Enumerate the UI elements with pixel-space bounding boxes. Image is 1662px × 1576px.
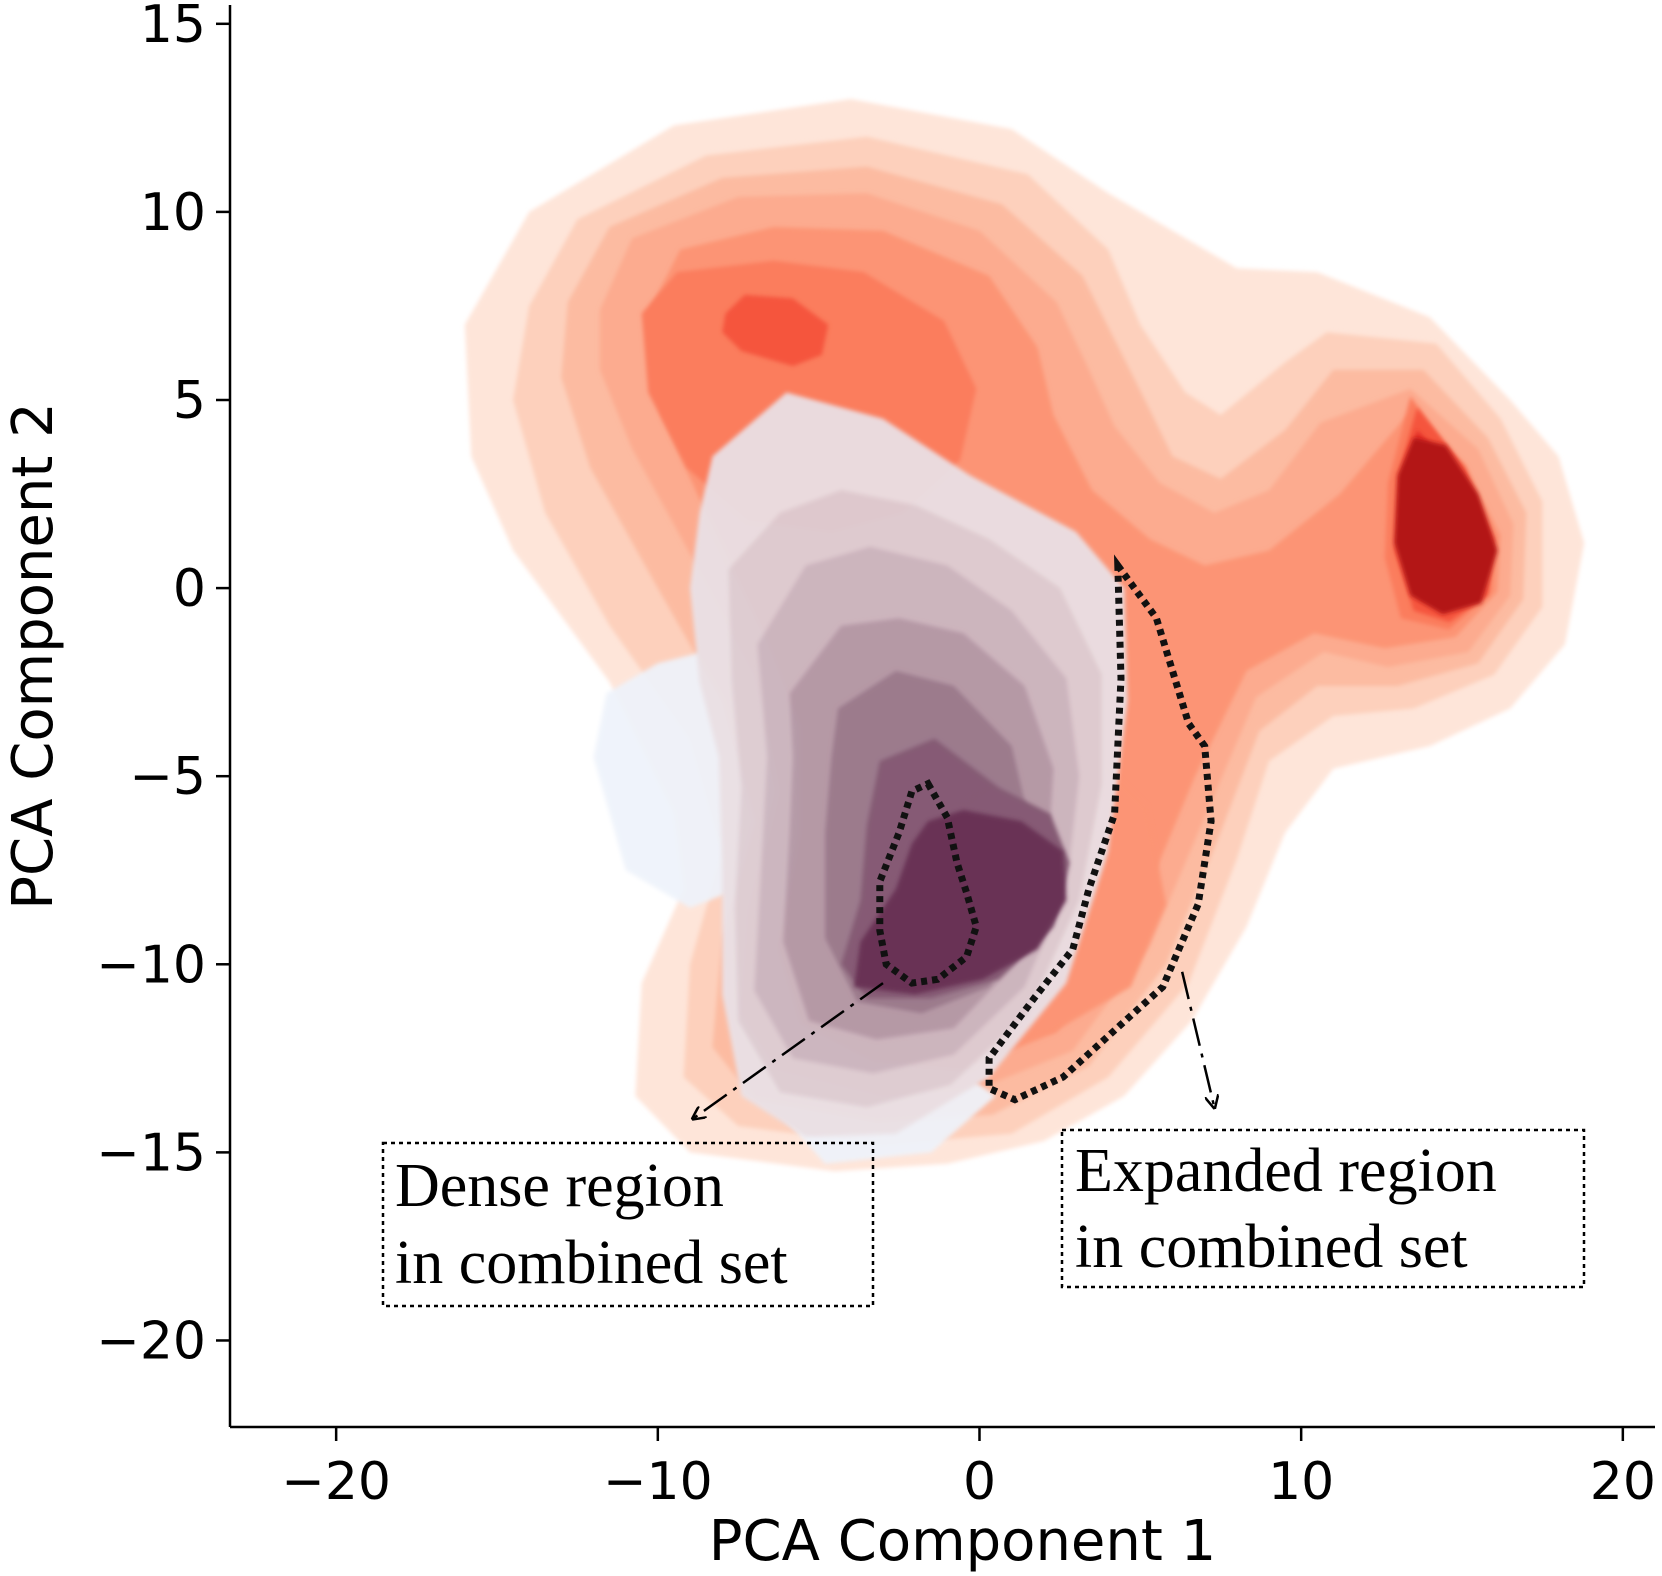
expanded-region-line2: in combined set: [1075, 1213, 1468, 1281]
y-tick-label: −20: [96, 1311, 206, 1371]
dense-region-line1: Dense region: [395, 1152, 724, 1220]
expanded-region-line1: Expanded region: [1075, 1137, 1497, 1205]
y-tick-label: −5: [129, 747, 206, 807]
reds-level-6: [722, 294, 829, 367]
y-tick-label: −10: [96, 935, 206, 995]
expanded-region-outline: [985, 554, 1215, 1104]
dense-region-arrow: [693, 982, 884, 1118]
x-tick-label: 0: [963, 1452, 996, 1512]
reds-level-8: [1394, 437, 1498, 615]
y-tick-label: −15: [96, 1123, 206, 1183]
y-tick-label: 5: [173, 371, 206, 431]
dense-region-outline: [876, 779, 980, 987]
y-tick-label: 0: [173, 559, 206, 619]
expanded-region-annotation: Expanded region in combined set: [1060, 971, 1586, 1289]
expanded-region-box: [1060, 1128, 1586, 1289]
x-tick-label: −10: [603, 1452, 713, 1512]
dense-region-line2: in combined set: [395, 1229, 788, 1297]
y-axis-title: PCA Component 2: [1, 402, 66, 910]
purple-level-7: [854, 810, 1067, 995]
y-tick-label: 15: [140, 0, 206, 55]
dense-region-box: [381, 1141, 875, 1308]
dense-region-annotation: Dense region in combined set: [381, 982, 884, 1308]
x-tick-label: 10: [1268, 1452, 1334, 1512]
y-tick-label: 10: [140, 183, 206, 243]
expanded-region-arrow: [1180, 971, 1214, 1107]
highlight-outlines: [876, 554, 1215, 1104]
x-axis-title: PCA Component 1: [709, 1509, 1217, 1574]
purple-density-layer: [593, 392, 1128, 1164]
x-tick-label: 20: [1590, 1452, 1656, 1512]
x-tick-label: −20: [281, 1452, 391, 1512]
